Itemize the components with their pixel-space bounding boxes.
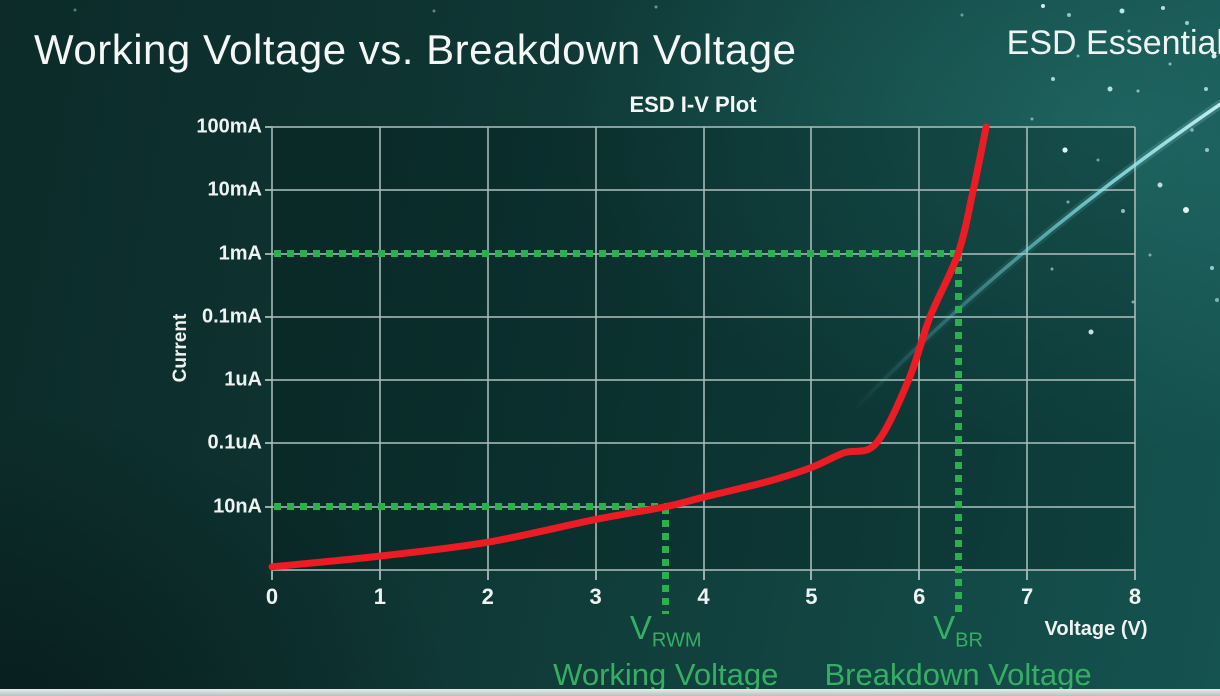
star-particle	[1204, 87, 1208, 91]
star-particle	[960, 13, 964, 17]
star-particle	[1041, 4, 1045, 8]
star-particle	[1205, 148, 1209, 152]
x-axis-tick	[271, 570, 273, 580]
y-axis-tick	[265, 252, 272, 255]
annotation-vrwm-label: Working Voltage	[553, 656, 779, 692]
star-particle	[1183, 207, 1189, 213]
bottom-strip	[0, 689, 1220, 696]
star-particle	[1051, 77, 1055, 81]
y-axis-tick	[265, 315, 272, 318]
x-axis-tick	[702, 570, 705, 580]
x-tick-label: 4	[697, 584, 710, 609]
x-tick-label: 1	[373, 584, 386, 609]
annotation-vbr: VBR Breakdown Voltage	[824, 609, 1092, 693]
chart-title: ESD I-V Plot	[629, 92, 757, 117]
star-particle	[432, 9, 436, 13]
star-particle	[1067, 13, 1071, 17]
star-particle	[1215, 298, 1219, 302]
y-tick-label: 0.1mA	[201, 305, 262, 328]
star-particle	[1210, 266, 1214, 270]
gridline-horizontal	[272, 126, 1135, 128]
y-tick-label: 10nA	[213, 495, 262, 518]
x-axis-tick	[918, 570, 921, 580]
gridline-vertical	[810, 127, 813, 570]
gridline-horizontal	[272, 315, 1135, 318]
marker-dotted-line-vertical	[954, 253, 962, 614]
gridline-vertical	[918, 127, 921, 570]
marker-dotted-line-vertical	[662, 506, 670, 614]
y-axis-tick	[265, 442, 272, 445]
y-tick-label: 100mA	[196, 115, 262, 138]
annotation-vbr-label: Breakdown Voltage	[824, 656, 1092, 692]
slide-title: Working Voltage vs. Breakdown Voltage	[34, 26, 797, 73]
x-axis-tick	[486, 570, 489, 580]
gridline-vertical	[1134, 127, 1136, 570]
gridline-horizontal	[272, 442, 1135, 445]
x-axis-label: Voltage (V)	[1044, 618, 1148, 640]
y-tick-label: 10mA	[207, 178, 262, 201]
x-tick-label: 3	[589, 584, 602, 609]
x-tick-label: 5	[805, 584, 818, 609]
x-axis-tick	[594, 570, 597, 580]
star-particle	[1119, 8, 1125, 14]
y-axis-tick	[265, 189, 272, 192]
x-axis-tick	[378, 570, 381, 580]
x-tick-label: 8	[1128, 584, 1142, 609]
x-tick-label: 6	[913, 584, 926, 609]
marker-dotted-line-horizontal	[274, 250, 959, 258]
x-tick-label: 2	[481, 584, 494, 609]
gridline-horizontal	[272, 569, 1135, 571]
star-particle	[1157, 182, 1163, 188]
star-particle	[1107, 86, 1113, 92]
gridline-horizontal	[272, 189, 1135, 192]
x-axis-tick	[1134, 570, 1136, 580]
star-particle	[1161, 6, 1165, 10]
star-particle	[1030, 117, 1034, 121]
y-tick-label: 1uA	[224, 368, 262, 391]
star-particle	[654, 5, 658, 9]
gridline-horizontal	[272, 379, 1135, 382]
annotation-vrwm-symbol: VRWM	[629, 609, 702, 652]
star-particle	[1136, 89, 1140, 93]
x-axis-tick	[1026, 570, 1029, 580]
gridline-vertical	[271, 127, 273, 570]
annotation-vbr-symbol: VBR	[933, 609, 983, 652]
gridline-vertical	[1026, 127, 1029, 570]
y-tick-label: 0.1uA	[207, 431, 262, 454]
y-axis-tick	[265, 505, 272, 508]
x-tick-label: 0	[265, 584, 279, 609]
watermark-brand: ESD Essential	[1006, 24, 1220, 62]
x-axis-tick	[810, 570, 813, 580]
star-particle	[1148, 253, 1152, 257]
star-particle	[73, 8, 77, 12]
y-axis-tick	[265, 126, 272, 128]
star-particle	[1190, 128, 1194, 132]
annotation-vrwm: VRWM Working Voltage	[553, 609, 779, 693]
y-tick-label: 1mA	[218, 242, 262, 265]
gridline-vertical	[702, 127, 705, 570]
x-tick-label: 7	[1021, 584, 1034, 609]
marker-dotted-line-horizontal	[274, 503, 666, 511]
y-axis-tick	[265, 379, 272, 382]
